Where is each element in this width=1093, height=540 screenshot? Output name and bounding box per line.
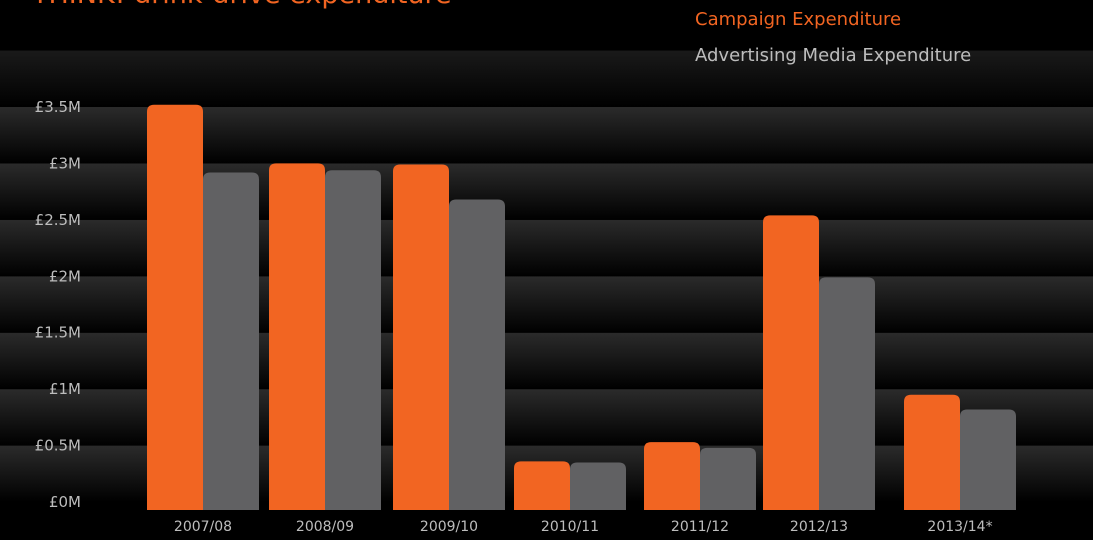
bar-media-expenditure (960, 409, 1016, 510)
legend-campaign-label: Campaign Expenditure (695, 9, 901, 30)
y-tick-label: £0.5M (35, 437, 81, 455)
chart-title: THINK! drink-drive expenditure (31, 0, 452, 10)
x-tick-label: 2008/09 (296, 519, 354, 535)
y-tick-label: £2.5M (35, 211, 81, 229)
x-tick-label: 2010/11 (541, 519, 599, 535)
x-tick-label: 2012/13 (790, 519, 848, 535)
bar-campaign-expenditure (514, 461, 570, 510)
legend-media-label: Advertising Media Expenditure (695, 45, 971, 66)
bar-media-expenditure (700, 447, 756, 510)
y-tick-label: £2M (49, 267, 81, 285)
bar-media-expenditure (325, 170, 381, 510)
y-tick-label: £3M (49, 154, 81, 172)
y-tick-label: £1.5M (35, 324, 81, 342)
bar-campaign-expenditure (393, 164, 449, 511)
bar-media-expenditure (203, 172, 259, 510)
bar-campaign-expenditure (904, 394, 960, 510)
y-tick-label: £1M (49, 380, 81, 398)
bar-campaign-expenditure (763, 215, 819, 511)
bar-media-expenditure (819, 277, 875, 510)
y-tick-label: £0M (49, 493, 81, 511)
x-tick-label: 2013/14* (927, 519, 992, 535)
x-tick-label: 2009/10 (420, 519, 478, 535)
bar-campaign-expenditure (269, 163, 325, 510)
bar-campaign-expenditure (644, 442, 700, 510)
bar-campaign-expenditure (147, 104, 203, 510)
x-tick-label: 2011/12 (671, 519, 729, 535)
bar-media-expenditure (570, 462, 626, 510)
x-tick-label: 2007/08 (174, 519, 232, 535)
bar-media-expenditure (449, 199, 505, 511)
y-tick-label: £3.5M (35, 98, 81, 116)
grid-band (0, 50, 1093, 107)
